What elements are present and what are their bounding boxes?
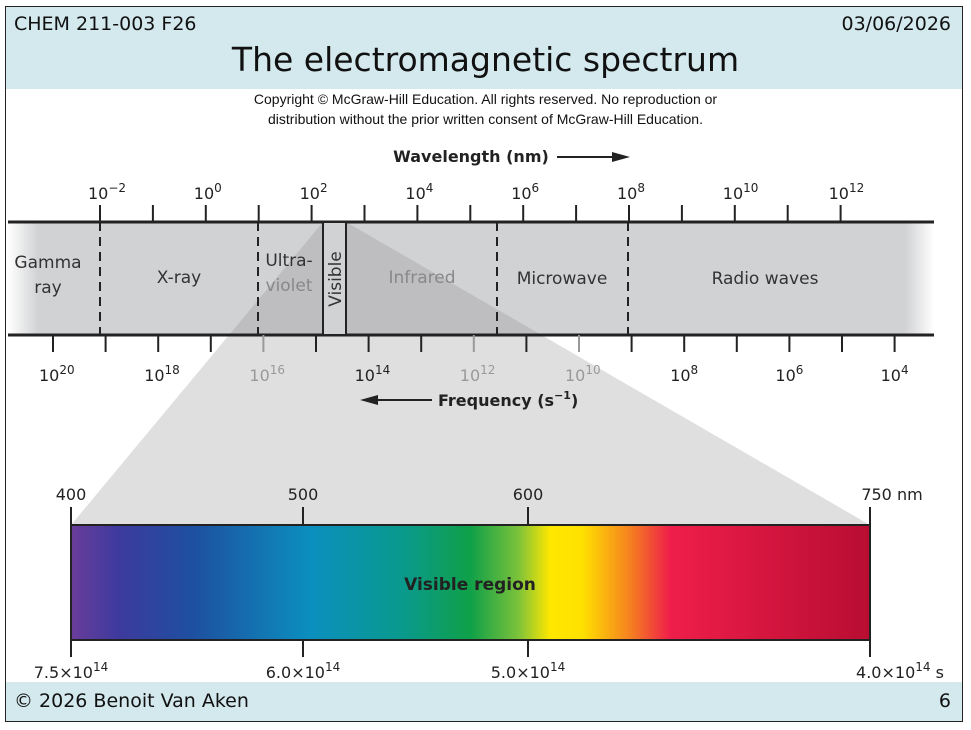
slide-frame [5, 6, 963, 722]
header-bar [6, 7, 962, 89]
region-gamma: Gamma [14, 253, 81, 273]
wavelength-tick-label: 1010 [723, 181, 759, 203]
region-infrared: Infrared [388, 268, 455, 288]
region-radio: Radio waves [712, 269, 819, 289]
band-fade-right [905, 222, 934, 335]
footer-bar [6, 682, 962, 721]
wavelength-axis-label: Wavelength (nm) [393, 147, 549, 166]
visible-freq-tick-label: 6.0×1014 [266, 660, 341, 682]
frequency-tick-label: 1016 [249, 363, 285, 385]
wavelength-tick-label: 108 [617, 181, 645, 203]
band-fade-left [8, 222, 38, 335]
wavelength-tick-label: 100 [194, 181, 222, 203]
visible-region-label: Visible region [404, 575, 536, 595]
region-uv: Ultra- [265, 251, 312, 271]
frequency-tick-label: 104 [881, 363, 909, 385]
copyright-notice: Copyright © McGraw-Hill Education. All r… [0, 89, 971, 129]
frequency-axis-label: Frequency (s−1) [438, 389, 578, 410]
copyright-line: Copyright © McGraw-Hill Education. All r… [253, 91, 718, 107]
region-visible: Visible [326, 251, 346, 307]
nm-tick-label: 600 [513, 485, 544, 504]
footer-copyright: © 2026 Benoit Van Aken [14, 690, 249, 712]
page-title: The electromagnetic spectrum [231, 40, 740, 79]
page-number: 6 [938, 690, 951, 712]
nm-tick-label: 750 nm [861, 485, 922, 504]
wavelength-tick-label: 102 [300, 181, 328, 203]
region-uv: violet [265, 276, 312, 296]
wavelength-tick-label: 10−2 [88, 181, 126, 203]
region-xray: X-ray [157, 268, 201, 288]
arrow-right-icon [557, 152, 630, 162]
copyright-line: distribution without the prior written c… [268, 111, 703, 127]
visible-region-bar [70, 524, 871, 641]
region-gamma: ray [34, 278, 61, 298]
visible-freq-tick-label: 4.0×1014 s [856, 660, 944, 682]
nm-tick-label: 500 [288, 485, 319, 504]
frequency-tick-label: 1012 [460, 363, 496, 385]
frequency-tick-label: 1010 [565, 363, 601, 385]
arrow-left-icon [360, 395, 432, 405]
visible-freq-tick-label: 7.5×1014 [34, 660, 109, 682]
frequency-tick-label: 1018 [144, 363, 180, 385]
frequency-tick-label: 108 [670, 363, 698, 385]
nm-tick-label: 400 [56, 485, 87, 504]
frequency-tick-label: 106 [775, 363, 803, 385]
frequency-tick-label: 1020 [39, 363, 75, 385]
wavelength-tick-label: 104 [405, 181, 433, 203]
wavelength-tick-label: 1012 [829, 181, 865, 203]
spectrum-band [8, 222, 934, 335]
visible-freq-tick-label: 5.0×1014 [491, 660, 566, 682]
region-microwave: Microwave [517, 269, 608, 289]
course-label: CHEM 211-003 F26 [14, 13, 197, 35]
date-label: 03/06/2026 [841, 13, 951, 35]
visible-projection [71, 222, 870, 525]
frequency-tick-label: 1014 [355, 363, 391, 385]
wavelength-tick-label: 106 [511, 181, 539, 203]
visible-slot [322, 221, 347, 336]
